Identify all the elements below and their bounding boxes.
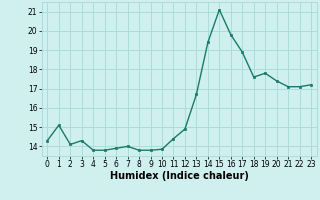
X-axis label: Humidex (Indice chaleur): Humidex (Indice chaleur) (110, 171, 249, 181)
